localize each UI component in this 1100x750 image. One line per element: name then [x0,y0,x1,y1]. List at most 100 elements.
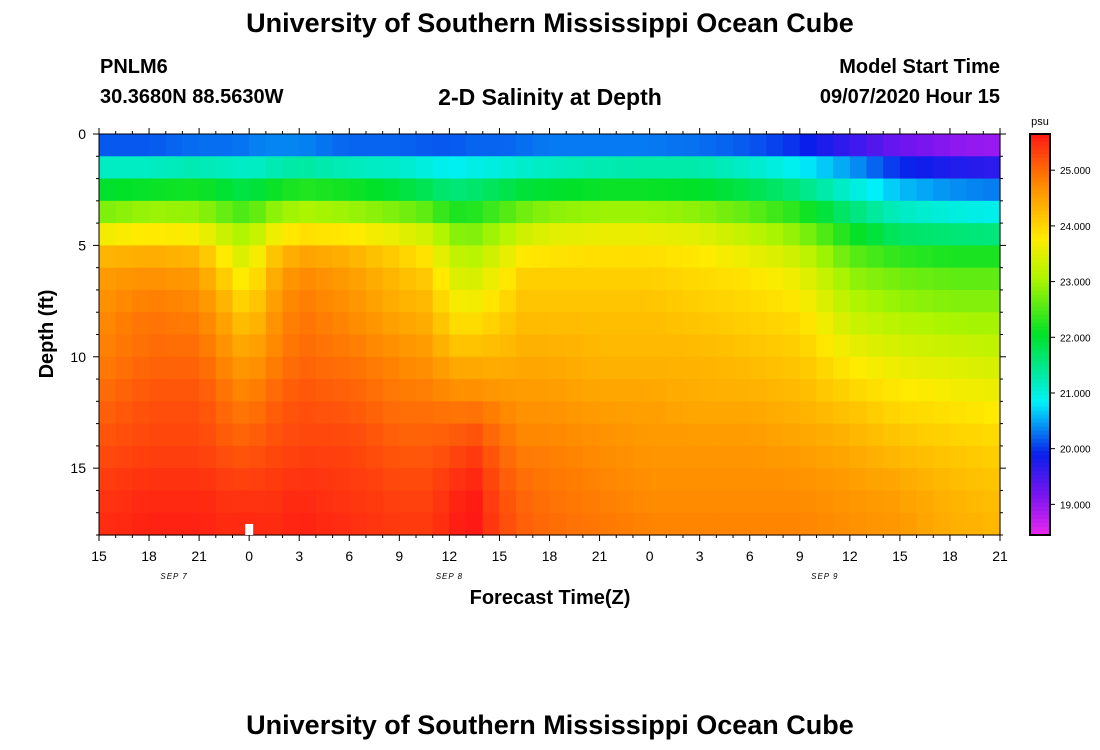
heatmap-cell [482,356,501,380]
heatmap-cell [315,512,334,536]
heatmap-cell [899,289,918,313]
heatmap-cell [649,200,667,224]
heatmap-cell [716,356,734,380]
heatmap-cell [149,200,167,224]
heatmap-cell [916,156,934,180]
heatmap-cell [549,445,567,469]
heatmap-cell [182,245,200,269]
heatmap-cell [449,312,467,336]
colorbar-segment [1030,490,1050,496]
heatmap-cell [99,289,117,313]
heatmap-cell [649,267,667,291]
heatmap-cell [966,223,984,246]
heatmap-cell [816,223,834,246]
heatmap-cell [916,490,934,514]
heatmap-cell [716,423,734,447]
heatmap-cell [265,156,284,180]
heatmap-cell [933,156,951,180]
heatmap-cell [649,289,667,313]
heatmap-cell [315,423,334,447]
heatmap-cell [349,379,367,402]
heatmap-cell [482,490,501,514]
colorbar-segment [1030,198,1050,203]
heatmap-cell [349,445,367,469]
heatmap-cell [315,178,334,202]
heatmap-cell [916,379,934,402]
x-tick-label: 15 [91,548,107,564]
heatmap-cell [766,490,784,514]
colorbar-segment [1030,270,1050,275]
heatmap-cell [582,223,601,246]
heatmap-cell [132,334,150,358]
heatmap-cell [265,312,284,336]
x-tick-label: 12 [842,548,858,564]
heatmap-cell [599,178,617,202]
heatmap-cell [682,445,701,469]
heatmap-cell [365,423,384,447]
heatmap-cell [165,468,184,492]
colorbar: psu 19.000 20.000 21.000 22.000 23.000 24.000 2… [1029,116,1091,536]
colorbar-segment [1030,238,1050,243]
heatmap-cell [916,512,934,536]
heatmap-cell [282,312,300,336]
heatmap-cell [866,223,884,246]
colorbar-segment [1030,366,1050,372]
heatmap-cell [783,401,801,425]
heatmap-cell [499,312,517,336]
heatmap-cell [783,134,801,157]
heatmap-cell [883,401,901,425]
heatmap-cell [265,134,284,157]
heatmap-cell [749,200,768,224]
heatmap-cell [866,134,884,157]
colorbar-segment [1030,390,1050,396]
heatmap-cell [716,267,734,291]
heatmap-cell [632,223,651,246]
heatmap-cell [599,356,617,380]
heatmap-cell [399,200,417,224]
heatmap-cell [582,356,601,380]
heatmap-cell [816,490,834,514]
heatmap-cell [466,401,484,425]
heatmap-cell [115,512,133,536]
heatmap-cell [699,401,717,425]
heatmap-cell [866,445,884,469]
colorbar-segment [1030,334,1050,340]
heatmap-cell [566,334,584,358]
heatmap-cell [416,245,434,269]
heatmap-cell [165,267,184,291]
colorbar-segment [1030,430,1050,436]
heatmap-cell [666,245,684,269]
heatmap-cell [833,379,851,402]
heatmap-cell [149,356,167,380]
colorbar-segment [1030,290,1050,295]
heatmap-cell [883,200,901,224]
heatmap-cell [432,245,450,269]
heatmap-cell [899,468,918,492]
heatmap-cell [699,445,717,469]
heatmap-cell [933,512,951,536]
heatmap-cell [582,445,601,469]
heatmap-cell [549,267,567,291]
heatmap-cell [766,334,784,358]
heatmap-cell [599,200,617,224]
heatmap-cell [215,468,234,492]
heatmap-cell [833,356,851,380]
heatmap-cell [799,468,818,492]
heatmap-cell [215,267,234,291]
heatmap-cell [816,289,834,313]
heatmap-cell [699,490,717,514]
heatmap-cell [766,134,784,157]
heatmap-cell [816,334,834,358]
heatmap-cell [182,401,200,425]
heatmap-cell [482,512,501,536]
heatmap-cell [315,156,334,180]
heatmap-cell [682,379,701,402]
heatmap-cell [682,178,701,202]
heatmap-cell [516,468,534,492]
heatmap-cell [265,401,284,425]
heatmap-cell [966,289,984,313]
heatmap-cell [799,356,818,380]
heatmap-cell [382,245,400,269]
heatmap-cell [299,312,317,336]
heatmap-cell [899,334,918,358]
